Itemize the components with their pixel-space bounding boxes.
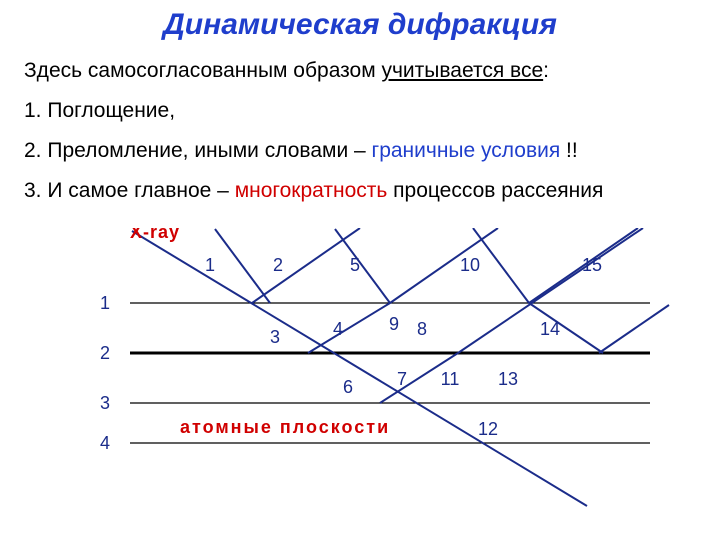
- ray-number-label: 2: [273, 255, 283, 275]
- plane-index-label: 1: [100, 293, 110, 313]
- item-2-suffix: !!: [560, 139, 578, 162]
- slide: Динамическая дифракция Здесь самосогласо…: [0, 0, 720, 540]
- plane-index-label: 2: [100, 343, 110, 363]
- ray-number-label: 10: [460, 255, 480, 275]
- ray-number-label: 5: [350, 255, 360, 275]
- ray-number-label: 4: [333, 319, 343, 339]
- item-2-em: граничные условия: [372, 139, 561, 162]
- xray-label: X-ray: [130, 228, 180, 242]
- ray-number-label: 3: [270, 327, 280, 347]
- ray-number-label: 15: [582, 255, 602, 275]
- ray-number-label: 1: [205, 255, 215, 275]
- item-3-em: многократность: [235, 179, 388, 202]
- item-3: 3. И самое главное – многократность проц…: [24, 178, 696, 204]
- item-3-suffix: процессов рассеяния: [387, 179, 603, 202]
- ray-number-label: 9: [389, 314, 399, 334]
- page-title: Динамическая дифракция: [0, 8, 720, 42]
- item-1: 1. Поглощение,: [24, 98, 696, 124]
- ray-number-label: 14: [540, 319, 560, 339]
- intro-underlined: учитывается все: [381, 59, 543, 82]
- ray-number-label: 12: [478, 419, 498, 439]
- item-2: 2. Преломление, иными словами – граничны…: [24, 138, 696, 164]
- plane-index-label: 4: [100, 433, 110, 453]
- ray-number-label: 6: [343, 377, 353, 397]
- item-3-prefix: 3. И самое главное –: [24, 179, 235, 202]
- intro-line: Здесь самосогласованным образом учитывае…: [24, 58, 696, 84]
- ray-diagram: 1234123456789101112131415X-rayатомные пл…: [60, 228, 680, 540]
- ray-line: [335, 229, 390, 303]
- intro-suffix: :: [543, 59, 549, 82]
- plane-index-label: 3: [100, 393, 110, 413]
- ray-number-label: 7: [397, 369, 407, 389]
- ray-line: [215, 229, 270, 303]
- intro-prefix: Здесь самосогласованным образом: [24, 59, 381, 82]
- atomic-planes-label: атомные плоскости: [180, 417, 390, 437]
- ray-number-label: 11: [441, 369, 460, 389]
- ray-line: [599, 305, 669, 353]
- ray-line: [473, 228, 529, 303]
- ray-line: [308, 303, 390, 353]
- ray-number-label: 8: [417, 319, 427, 339]
- ray-number-label: 13: [498, 369, 518, 389]
- item-2-prefix: 2. Преломление, иными словами –: [24, 139, 372, 162]
